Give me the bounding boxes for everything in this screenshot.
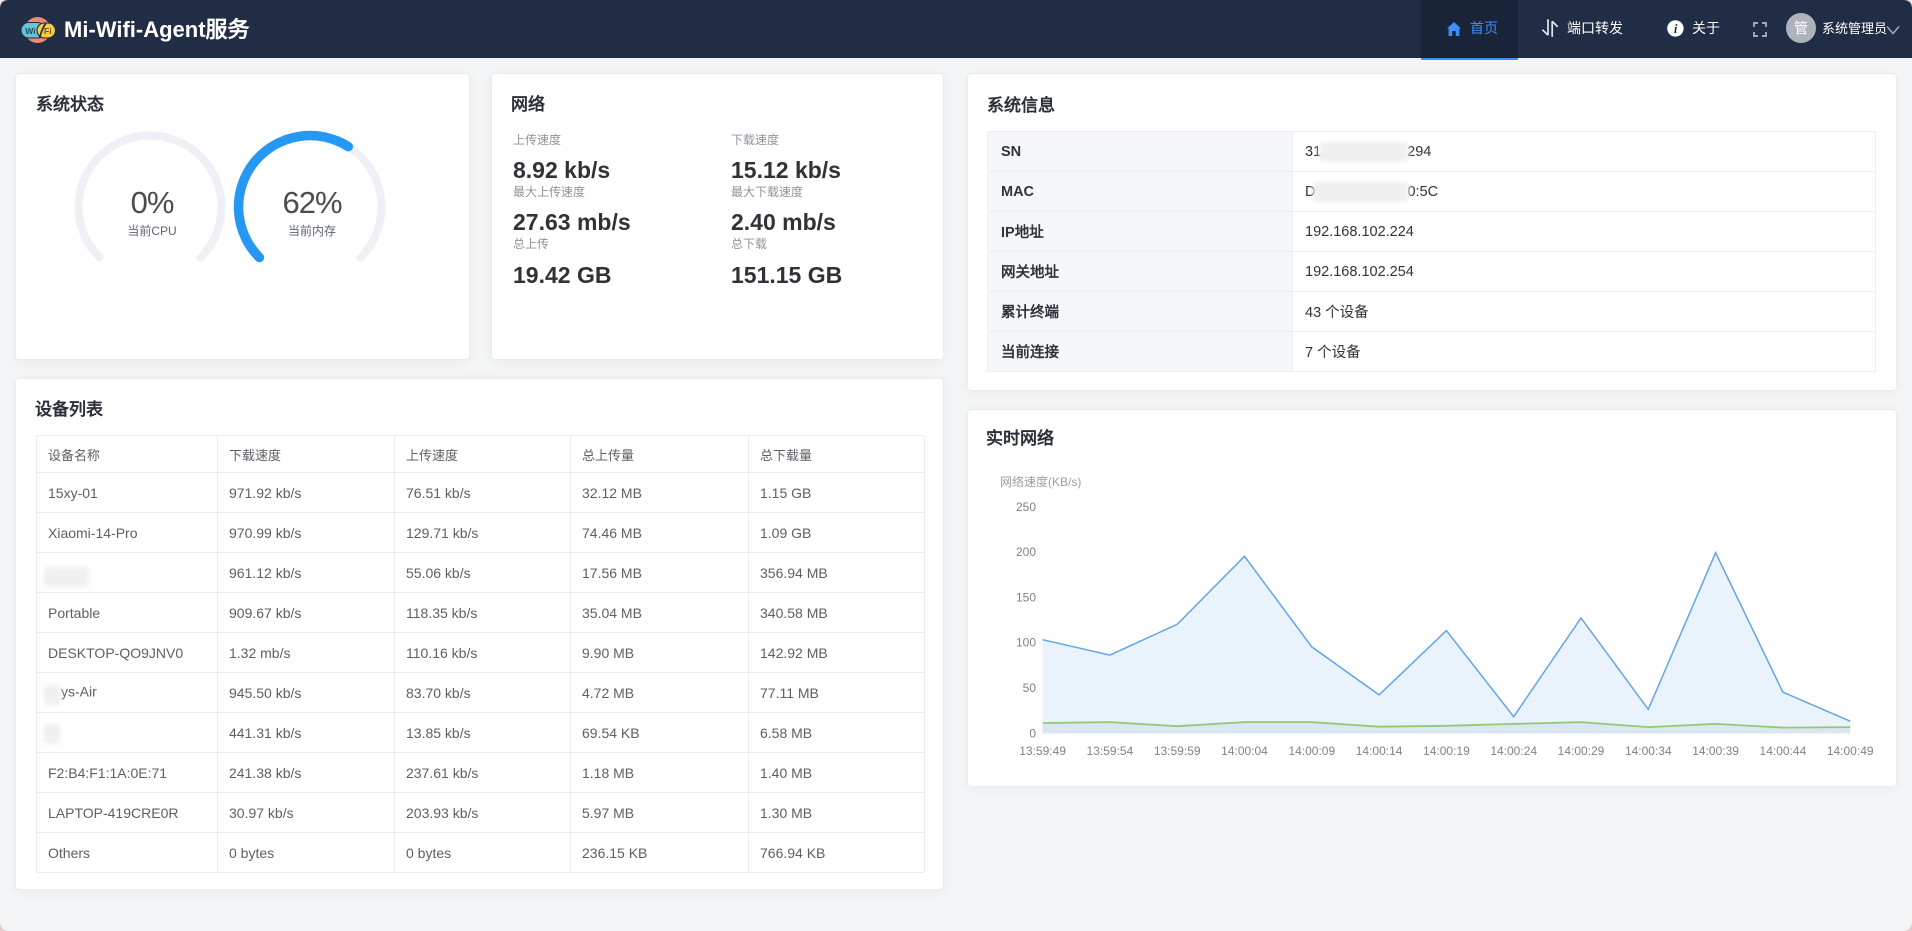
svg-text:当前CPU: 当前CPU — [127, 223, 176, 238]
svg-text:150: 150 — [1016, 590, 1036, 604]
svg-text:13:59:54: 13:59:54 — [1087, 744, 1134, 758]
svg-text:14:00:39: 14:00:39 — [1692, 744, 1739, 758]
svg-text:200: 200 — [1016, 545, 1036, 559]
svg-text:Fi: Fi — [44, 26, 52, 36]
svg-text:14:00:19: 14:00:19 — [1423, 744, 1470, 758]
svg-text:13:59:49: 13:59:49 — [1019, 744, 1066, 758]
svg-text:14:00:34: 14:00:34 — [1625, 744, 1672, 758]
svg-text:14:00:04: 14:00:04 — [1221, 744, 1268, 758]
svg-text:250: 250 — [1016, 500, 1036, 514]
svg-text:i: i — [1674, 22, 1678, 36]
svg-text:Wi: Wi — [25, 26, 35, 36]
svg-text:14:00:09: 14:00:09 — [1288, 744, 1335, 758]
svg-text:14:00:49: 14:00:49 — [1827, 744, 1874, 758]
svg-text:62%: 62% — [282, 185, 341, 220]
svg-text:14:00:24: 14:00:24 — [1490, 744, 1537, 758]
svg-text:0%: 0% — [131, 185, 174, 220]
svg-text:14:00:29: 14:00:29 — [1558, 744, 1605, 758]
svg-text:当前内存: 当前内存 — [288, 223, 336, 238]
svg-text:网络速度(KB/s): 网络速度(KB/s) — [1000, 474, 1081, 489]
svg-text:14:00:44: 14:00:44 — [1760, 744, 1807, 758]
svg-text:0: 0 — [1029, 726, 1036, 740]
svg-text:13:59:59: 13:59:59 — [1154, 744, 1201, 758]
svg-text:14:00:14: 14:00:14 — [1356, 744, 1403, 758]
svg-text:50: 50 — [1023, 681, 1037, 695]
svg-text:100: 100 — [1016, 636, 1036, 650]
